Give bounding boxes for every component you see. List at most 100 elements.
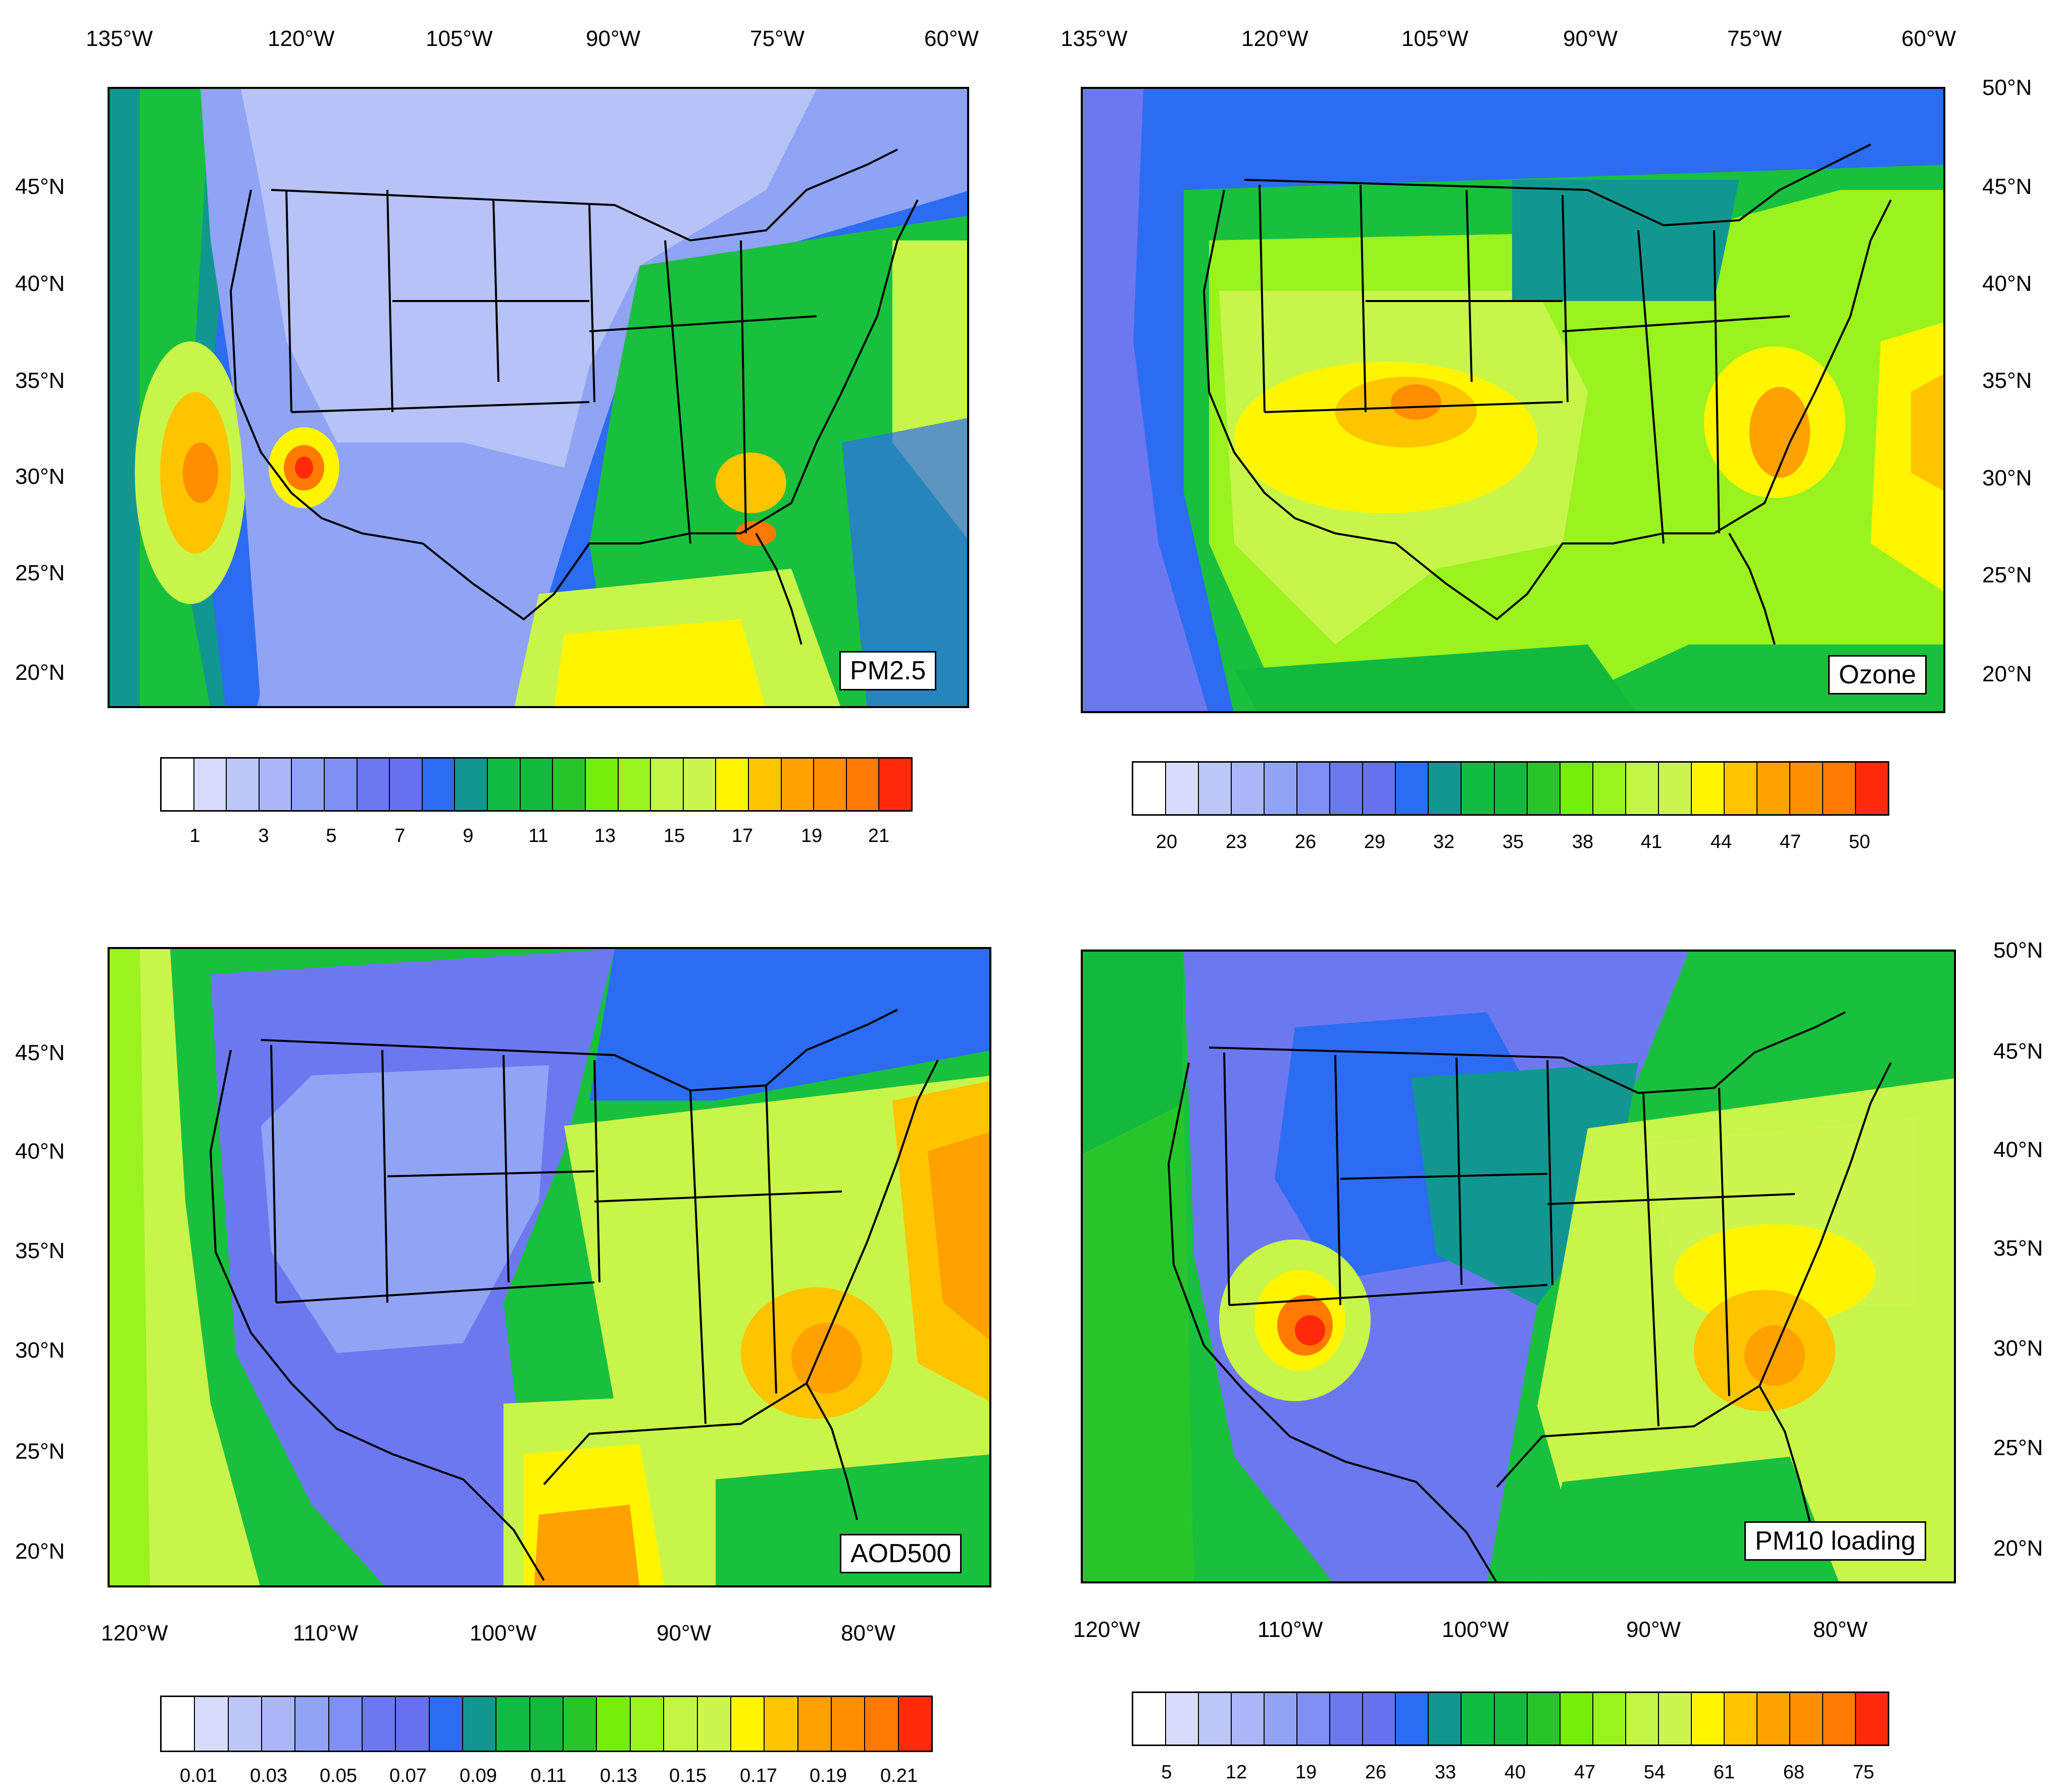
colorbar-swatch: [1462, 763, 1495, 814]
colorbar-swatch: [162, 1697, 195, 1751]
colorbar-swatch: [765, 1697, 798, 1751]
tick-label: 35°N: [1982, 368, 2032, 393]
tick-label: 60°W: [1901, 26, 1956, 51]
colorbar-label: 44: [1710, 831, 1732, 853]
colorbar-swatch: [1429, 1693, 1462, 1745]
tick-label: 30°N: [15, 1338, 65, 1363]
colorbar-swatch: [227, 759, 260, 810]
colorbar-swatch: [1494, 763, 1528, 814]
colorbar-swatch: [748, 759, 782, 810]
colorbar-swatch: [618, 759, 651, 810]
colorbar-label: 11: [528, 825, 548, 847]
tick-label: 35°N: [15, 1238, 65, 1263]
tick-label: 20°N: [1982, 662, 2032, 686]
colorbar-label: 47: [1574, 1762, 1596, 1783]
colorbar-swatch: [1593, 1693, 1626, 1745]
colorbar-swatch: [597, 1697, 631, 1751]
tick-label: 120°W: [268, 26, 335, 51]
colorbar-swatch: [1856, 1693, 1888, 1745]
colorbar: [160, 757, 913, 812]
tick-label: 90°W: [657, 1621, 712, 1646]
colorbar-label: 75: [1852, 1762, 1875, 1783]
panel-label: Ozone: [1828, 655, 1927, 694]
colorbar-label: 50: [1848, 831, 1871, 853]
tick-label: 40°N: [15, 271, 65, 296]
colorbar-label: 0.03: [250, 1765, 287, 1786]
tick-label: 30°N: [15, 464, 65, 489]
colorbar-label: 13: [594, 825, 616, 847]
colorbar-swatch: [814, 759, 847, 810]
colorbar-swatch: [1724, 1693, 1757, 1745]
tick-label: 45°N: [1982, 174, 2032, 199]
colorbar-label: 40: [1504, 1762, 1526, 1783]
colorbar-swatch: [1330, 1693, 1364, 1745]
colorbar-label: 0.19: [810, 1765, 847, 1786]
colorbar-swatch: [194, 759, 227, 810]
colorbar-swatch: [295, 1697, 329, 1751]
tick-label: 120°W: [1241, 26, 1309, 51]
tick-label: 35°N: [15, 368, 65, 393]
colorbar-swatch: [357, 759, 390, 810]
colorbar-swatch: [1363, 1693, 1396, 1745]
colorbar-label: 61: [1713, 1762, 1735, 1783]
colorbar-label: 0.01: [180, 1765, 217, 1786]
tick-label: 30°N: [1982, 466, 2032, 490]
colorbar-swatch: [1658, 763, 1692, 814]
tick-label: 25°N: [1982, 563, 2032, 587]
colorbar-swatch: [1626, 1693, 1659, 1745]
colorbar-swatch: [292, 759, 325, 810]
colorbar-swatch: [396, 1697, 430, 1751]
colorbar-swatch: [831, 1697, 866, 1751]
tick-label: 40°N: [15, 1139, 65, 1164]
tick-label: 20°N: [1993, 1536, 2043, 1561]
tick-label: 50°N: [1993, 938, 2043, 963]
tick-label: 110°W: [293, 1621, 359, 1646]
colorbar-swatch: [1593, 763, 1626, 814]
tick-label: 30°N: [1993, 1336, 2043, 1361]
tick-label: 25°N: [15, 561, 65, 585]
colorbar-swatch: [1166, 763, 1199, 814]
tick-label: 45°N: [1993, 1039, 2043, 1064]
colorbar-swatch: [1330, 763, 1364, 814]
map-field-pm10: [1083, 952, 1954, 1581]
map-pm10: [1081, 950, 1956, 1583]
tick-label: 105°W: [426, 26, 493, 51]
colorbar-swatch: [455, 759, 488, 810]
map-field-pm25: [110, 89, 967, 706]
colorbar-swatch: [1396, 763, 1429, 814]
colorbar-swatch: [798, 1697, 832, 1751]
colorbar-label: 26: [1365, 1762, 1387, 1783]
colorbar-swatch: [898, 1697, 931, 1751]
colorbar-label: 47: [1779, 831, 1801, 853]
colorbar-swatch: [488, 759, 521, 810]
colorbar-swatch: [195, 1697, 229, 1751]
colorbar-swatch: [496, 1697, 530, 1751]
colorbar-swatch: [553, 759, 586, 810]
colorbar-swatch: [530, 1697, 564, 1751]
colorbar-swatch: [390, 759, 423, 810]
tick-label: 105°W: [1401, 26, 1469, 51]
colorbar-swatch: [1133, 763, 1167, 814]
colorbar-swatch: [716, 759, 749, 810]
colorbar-swatch: [1757, 763, 1790, 814]
colorbar-swatch: [262, 1697, 296, 1751]
colorbar-swatch: [1527, 1693, 1561, 1745]
colorbar-label: 7: [394, 825, 406, 847]
colorbar-swatch: [846, 759, 880, 810]
colorbar-swatch: [1199, 1693, 1232, 1745]
colorbar-label: 68: [1783, 1762, 1805, 1783]
map-field-aod500: [110, 949, 989, 1585]
colorbar-label: 0.07: [389, 1765, 427, 1786]
colorbar-label: 0.05: [320, 1765, 357, 1786]
colorbar-swatch: [1462, 1693, 1495, 1745]
colorbar-swatch: [429, 1697, 464, 1751]
colorbar-swatch: [1560, 1693, 1593, 1745]
colorbar-swatch: [1297, 763, 1331, 814]
colorbar-label: 54: [1643, 1762, 1666, 1783]
tick-label: 135°W: [86, 26, 153, 51]
tick-label: 135°W: [1061, 26, 1128, 51]
colorbar-swatch: [259, 759, 292, 810]
colorbar-swatch: [1199, 763, 1232, 814]
tick-label: 75°W: [1727, 26, 1782, 51]
colorbar-label: 23: [1225, 831, 1247, 853]
